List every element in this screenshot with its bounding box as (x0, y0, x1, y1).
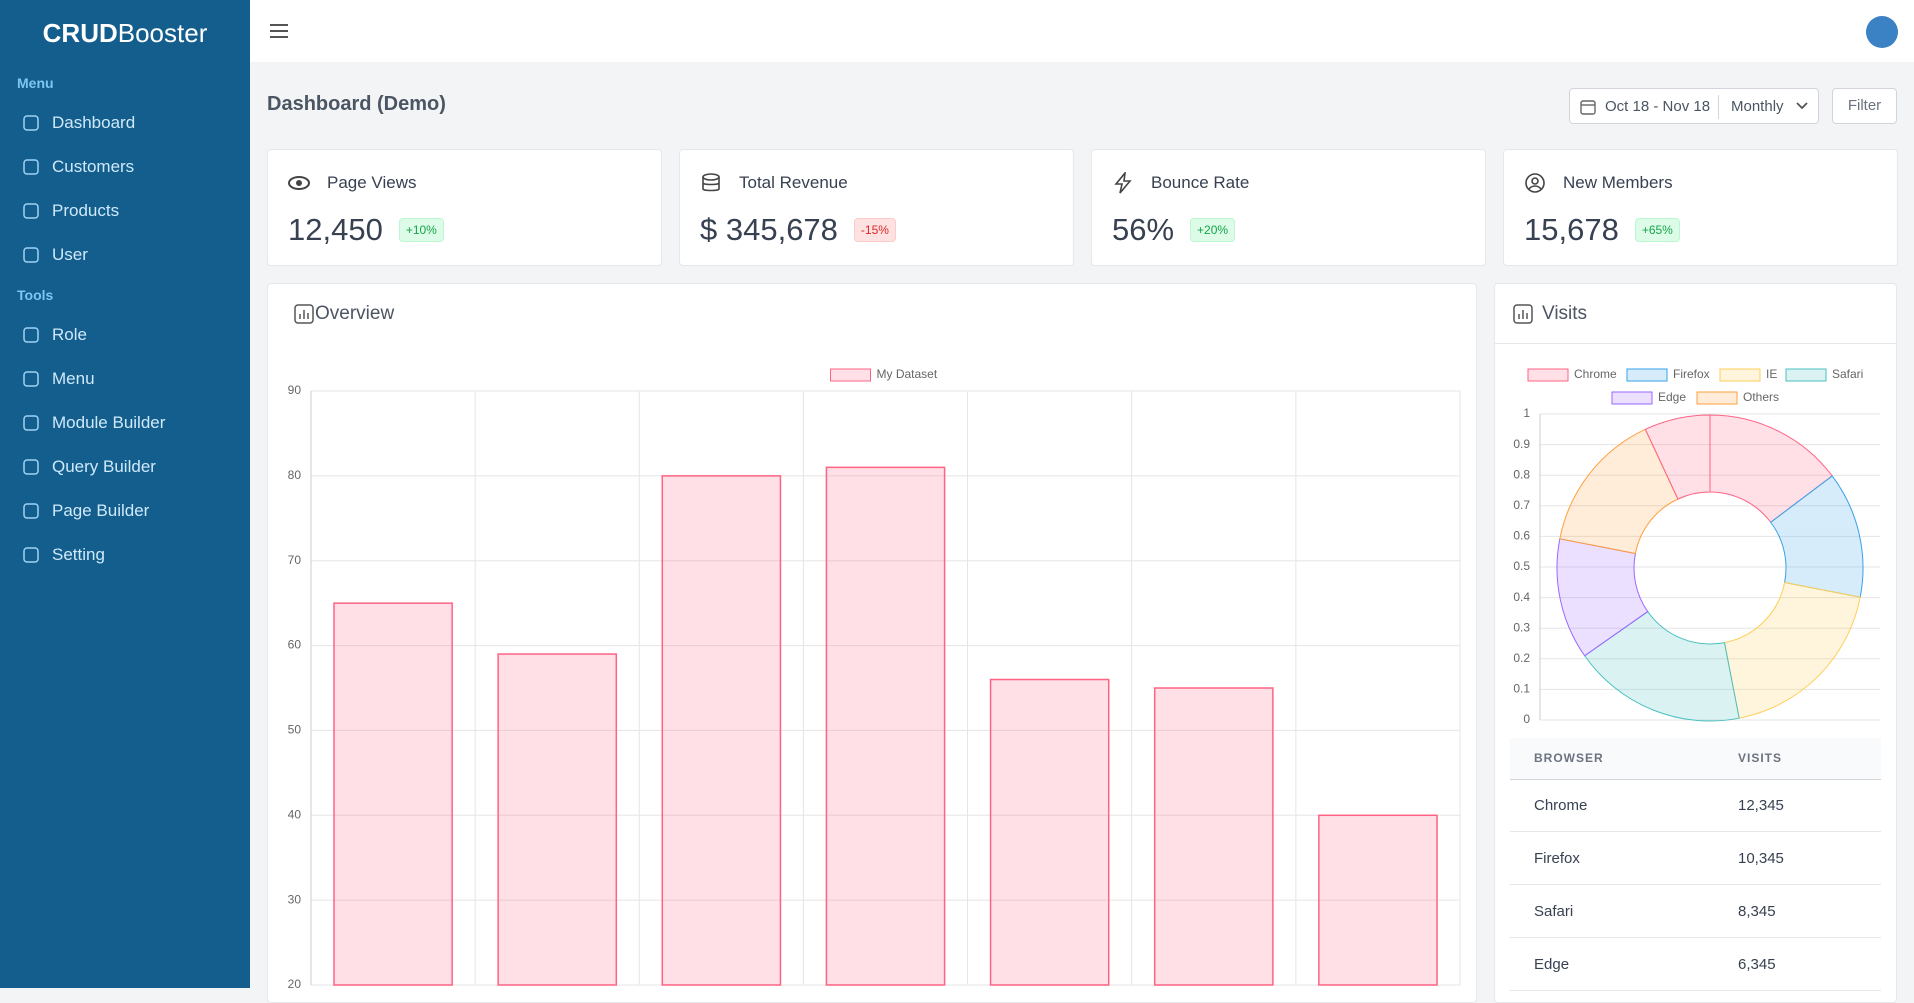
menu-item[interactable]: Page Builder (52, 501, 150, 520)
overview-card: Overview (267, 283, 1477, 1003)
stat-value-row: $ 345,678 -15% (700, 212, 896, 248)
stat-value: 12,450 (288, 212, 383, 247)
card-title: Overview (315, 303, 395, 324)
visits-card: Visits (1494, 283, 1897, 1003)
stat-card: Page Views 12,450 +10% (267, 149, 662, 266)
menu-item[interactable]: Role (52, 325, 87, 344)
stat-label: Page Views (327, 173, 417, 192)
stat-value: $ 345,678 (700, 212, 838, 247)
table-cell: Chrome (1534, 797, 1588, 814)
stat-icon (1525, 173, 1545, 193)
stat-label: Bounce Rate (1151, 173, 1250, 192)
stat-value-row: 12,450 +10% (288, 212, 444, 248)
table-cell: Edge (1534, 956, 1570, 973)
stat-card: New Members 15,678 +65% (1503, 149, 1898, 266)
avatar[interactable] (1865, 15, 1899, 49)
row-divider (1510, 831, 1881, 832)
stat-label: Total Revenue (739, 173, 848, 192)
chart-icon (1513, 304, 1533, 324)
menu-item[interactable]: Customers (52, 157, 135, 176)
menu-icon (23, 415, 39, 431)
logo-bold: CRUD (42, 18, 118, 48)
menu-item[interactable]: Setting (52, 545, 105, 564)
section-title: Menu (17, 75, 54, 91)
menu-icon (23, 247, 39, 263)
menu-icon (23, 459, 39, 475)
date-picker[interactable]: Oct 18 - Nov 18 Monthly (1569, 88, 1819, 124)
menu-icon (23, 159, 39, 175)
table-cell: 6,345 (1738, 956, 1776, 973)
menu-item[interactable]: Menu (52, 369, 95, 388)
stat-value: 56% (1112, 212, 1175, 247)
logo[interactable]: CRUDBooster (0, 18, 250, 49)
divider (1495, 343, 1896, 344)
chart-icon (294, 304, 314, 324)
hamburger-icon[interactable] (269, 22, 289, 40)
stat-icon (1114, 172, 1132, 194)
stat-value-row: 15,678 +65% (1524, 212, 1680, 248)
table-cell: 10,345 (1738, 850, 1784, 867)
menu-item[interactable]: Dashboard (52, 113, 136, 132)
stat-value: 15,678 (1524, 212, 1619, 247)
table-cell: 12,345 (1738, 797, 1784, 814)
column-header: BROWSER (1534, 751, 1604, 765)
menu-icon (23, 327, 39, 343)
stat-label: New Members (1563, 173, 1673, 192)
period-select[interactable]: Monthly (1731, 98, 1784, 115)
table-header (1510, 738, 1881, 780)
menu-item[interactable]: Query Builder (52, 457, 156, 476)
stat-change: +65% (1634, 218, 1680, 242)
menu-icon (23, 547, 39, 563)
row-divider (1510, 884, 1881, 885)
menu-icon (23, 115, 39, 131)
filter-button[interactable]: Filter (1832, 88, 1897, 124)
page-title: Dashboard (Demo) (267, 93, 446, 115)
stat-icon (702, 173, 720, 192)
card-title: Visits (1542, 303, 1588, 324)
chevron-icon (1796, 102, 1808, 110)
top-bar (250, 0, 1914, 62)
stat-card: Bounce Rate 56% +20% (1091, 149, 1486, 266)
menu-icon (23, 371, 39, 387)
date-range: Oct 18 - Nov 18 (1605, 98, 1711, 115)
stat-change: +20% (1190, 218, 1236, 242)
menu-icon (23, 203, 39, 219)
menu-item[interactable]: User (52, 245, 88, 264)
section-title: Tools (17, 287, 54, 303)
menu-item[interactable]: Module Builder (52, 413, 166, 432)
sidebar: CRUDBooster Menu Dashboard Customers Produc… (0, 0, 250, 988)
stat-value-row: 56% +20% (1112, 212, 1236, 248)
stat-change: +10% (398, 218, 444, 242)
divider (1718, 95, 1719, 119)
stat-icon (288, 176, 310, 190)
stat-change: -15% (853, 218, 896, 242)
row-divider (1510, 990, 1881, 991)
table-cell: Safari (1534, 903, 1574, 920)
menu-item[interactable]: Products (52, 201, 120, 220)
row-divider (1510, 937, 1881, 938)
menu-icon (23, 503, 39, 519)
table-cell: Firefox (1534, 850, 1580, 867)
stat-card: Total Revenue $ 345,678 -15% (679, 149, 1074, 266)
logo-rest: Booster (117, 18, 208, 48)
table-cell: 8,345 (1738, 903, 1776, 920)
calendar-icon (1580, 100, 1596, 115)
column-header: VISITS (1738, 751, 1783, 765)
